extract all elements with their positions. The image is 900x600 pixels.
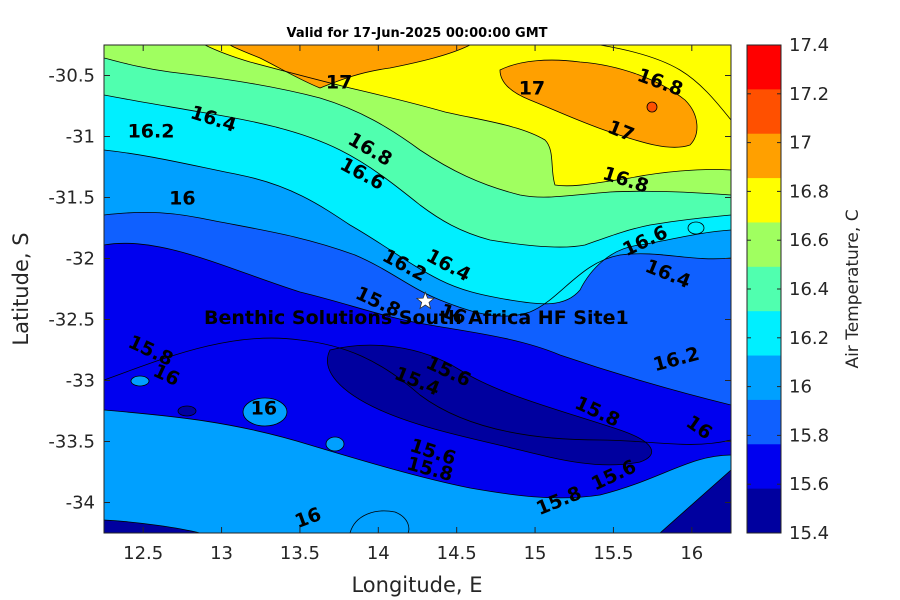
colorbar-segment: [747, 399, 781, 445]
spot-16-d: [349, 510, 410, 533]
colorbar: 15.4 15.6 15.8 16 16.2 16.4 16.6 16.8 17 17.2 17.4: [746, 35, 829, 544]
colorbar-tick-label: 17.4: [789, 35, 829, 56]
y-tick-label: -34: [66, 493, 95, 514]
colorbar-tick-label: 15.6: [789, 474, 829, 495]
contour-line-15.4-bottom-left: [104, 519, 201, 533]
site-label: Benthic Solutions South Africa HF Site1: [204, 307, 629, 329]
contour-line-17-left: [229, 45, 471, 89]
colorbar-segment: [747, 222, 781, 268]
contour-label: 16: [169, 188, 195, 210]
colorbar-segment: [747, 178, 781, 223]
site-layer: Benthic Solutions South Africa HF Site1: [204, 291, 629, 329]
colorbar-tick-label: 15.8: [789, 425, 829, 446]
x-tick-label: 13.5: [280, 543, 320, 564]
chart-title: Valid for 17-Jun-2025 00:00:00 GMT: [287, 26, 548, 41]
colorbar-segment: [747, 311, 781, 357]
y-tick-label: -33.5: [48, 432, 95, 453]
x-tick-label: 14: [367, 543, 390, 564]
contour-line-15.6: [104, 242, 731, 406]
contour-line-16-upper: [104, 211, 731, 317]
y-axis-label: Latitude, S: [9, 232, 33, 345]
colorbar-tick-label: 17: [789, 133, 812, 154]
x-tick-label: 15: [524, 543, 547, 564]
colorbar-label: Air Temperature, C: [843, 209, 863, 368]
band-17.2-spot: [646, 101, 658, 113]
spot-16-c: [242, 397, 288, 427]
contour-line-16-lower: [104, 337, 731, 445]
spot-16-a: [130, 375, 150, 387]
colorbar-segment: [747, 444, 781, 490]
x-tick-label: 14.5: [437, 543, 477, 564]
y-tick-label: -32.5: [48, 310, 95, 331]
x-axis-label: Longitude, E: [351, 573, 482, 597]
band-17-left: [230, 45, 470, 88]
x-axis: 12.5 13 13.5 14 14.5 15 15.5 16: [123, 45, 703, 564]
colorbar-tick-label: 16.8: [789, 181, 829, 202]
plot-frame: [103, 44, 732, 534]
band-16.8-edge: [600, 45, 731, 120]
x-tick-label: 16: [680, 543, 703, 564]
band-17-right: [500, 60, 697, 148]
y-axis: -30.5 -31 -31.5 -32 -32.5 -33 -33.5 -34: [48, 66, 731, 514]
contour-line-15.6-lower: [104, 409, 731, 499]
colorbar-tick-label: 15.4: [789, 523, 829, 544]
band-15.4-core: [327, 345, 652, 465]
band-15.4-bottom-left: [104, 520, 200, 533]
x-tick-label: 12.5: [123, 543, 163, 564]
colorbar-segment: [747, 89, 781, 135]
y-tick-label: -31: [66, 127, 95, 148]
spot-15.4-a: [177, 405, 197, 417]
contour-label: 17: [326, 72, 352, 94]
contour-line-16.2: [104, 149, 731, 305]
y-tick-label: -33: [66, 371, 95, 392]
contour-line-15.4: [327, 344, 652, 466]
colorbar-segment: [747, 355, 781, 401]
contour-label: 16.2: [128, 120, 175, 142]
colorbar-tick-label: 16: [789, 377, 812, 398]
spot-16.2-a: [687, 221, 705, 235]
colorbar-tick-label: 16.6: [789, 230, 829, 251]
contour-label: 17: [519, 78, 545, 100]
y-tick-label: -32: [66, 249, 95, 270]
contour-line-16.6: [104, 57, 731, 198]
contour-line-15.4-corner: [659, 469, 731, 533]
colorbar-tick-label: 16.4: [789, 279, 829, 300]
contour-label: 16: [251, 397, 277, 419]
contour-line-16.8: [204, 45, 731, 187]
colorbar-segment: [747, 266, 781, 312]
contour-line-16.4: [104, 94, 731, 248]
colorbar-tick-label: 17.2: [789, 84, 829, 105]
y-tick-label: -30.5: [48, 66, 95, 87]
site-star-icon: [415, 291, 435, 310]
contour-line-17-right: [499, 59, 698, 148]
y-tick-label: -31.5: [48, 188, 95, 209]
contour-line-16.8-edge: [599, 45, 731, 121]
x-tick-label: 15.5: [593, 543, 633, 564]
colorbar-segment: [747, 45, 781, 90]
x-tick-label: 13: [210, 543, 233, 564]
colorbar-segment: [747, 488, 781, 534]
spot-16-b: [325, 436, 345, 452]
colorbar-segment: [747, 133, 781, 179]
colorbar-tick-label: 16.2: [789, 328, 829, 349]
